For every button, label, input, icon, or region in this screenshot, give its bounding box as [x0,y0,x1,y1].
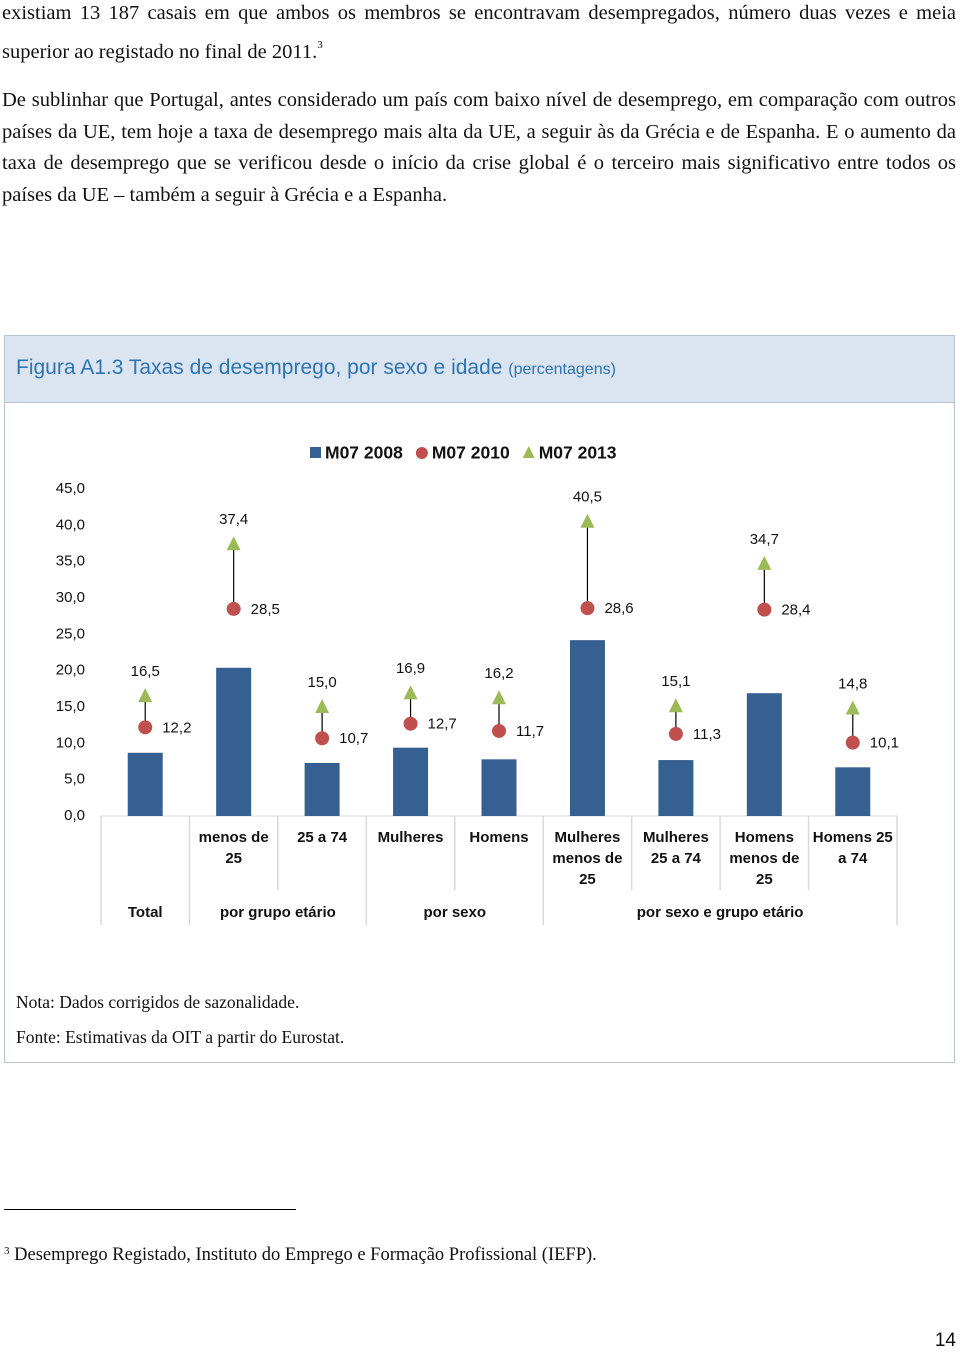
figure-title: Figura A1.3 Taxas de desemprego, por sex… [16,356,616,380]
point [492,723,506,738]
paragraph: De sublinhar que Portugal, antes conside… [2,85,956,211]
legend-swatch [415,447,428,459]
point [757,555,772,570]
data-label: 14,8 [838,675,867,692]
y-tick-label: 25,0 [56,625,85,642]
footnote-ref: 3 [317,38,323,51]
data-label: 11,7 [516,723,544,740]
point [757,602,772,617]
bar [216,667,252,816]
bar [304,762,340,816]
data-label: 28,4 [781,602,810,619]
point [580,601,595,616]
data-label: 11,3 [693,726,721,743]
y-tick-label: 45,0 [56,480,85,497]
legend-swatch [310,447,321,458]
x-tick-label: Mulheres [377,829,444,846]
legend-label: M07 2010 [432,443,510,463]
bar [746,693,782,816]
x-tick-label: Homens [469,829,529,846]
group-label: por grupo etário [220,904,336,921]
data-label: 12,7 [428,716,457,733]
data-label: 12,2 [162,719,191,736]
figure-label: Figura A1.3 [16,356,124,379]
note: Fonte: Estimativas da OIT a partir do Eu… [16,1027,345,1047]
x-tick-label: Homens 25 a 74 [812,829,893,867]
data-label: 15,0 [308,674,337,691]
group-label: por sexo e grupo etário [637,904,804,921]
page-number: 14 [934,1330,956,1351]
data-label: 28,5 [251,601,280,618]
bar [835,767,871,816]
data-label: 28,6 [604,600,633,617]
y-tick-label: 0,0 [64,807,85,824]
y-tick-label: 5,0 [64,771,85,788]
x-tick-label: Homens menos de 25 [729,829,800,888]
legend-label: M07 2013 [539,443,617,463]
point [226,601,241,616]
data-label: 40,5 [573,489,602,506]
data-label: 16,5 [131,663,160,680]
point [845,700,860,715]
paragraph: existiam 13 187 casais em que ambos os m… [2,0,956,68]
data-label: 16,2 [484,665,513,682]
point [138,720,153,735]
figure-header: Figura A1.3 Taxas de desemprego, por sex… [5,336,954,403]
figure: Figura A1.3 Taxas de desemprego, por sex… [4,335,955,1063]
y-tick-label: 20,0 [56,662,85,679]
y-tick-label: 10,0 [56,734,85,751]
y-tick-label: 35,0 [56,553,85,570]
paragraph-text: De sublinhar que Portugal, antes conside… [2,89,956,206]
data-label: 34,7 [750,531,779,548]
legend-label: M07 2008 [325,443,403,463]
bar [569,640,605,816]
bar [393,747,429,816]
note: Nota: Dados corrigidos de sazonalidade. [16,992,300,1012]
legend-swatch [522,446,535,458]
footnote-text: Desemprego Registado, Instituto do Empre… [14,1245,597,1265]
point [492,690,506,705]
x-tick-label: Mulheres menos de 25 [552,829,623,888]
data-label: 16,9 [396,660,425,677]
point [226,536,241,551]
point [580,513,595,528]
footnote-rule [4,1209,296,1210]
point [403,716,418,731]
point [315,731,330,746]
y-tick-label: 15,0 [56,698,85,715]
paragraph-text: existiam 13 187 casais em que ambos os m… [2,2,956,63]
y-tick-label: 30,0 [56,589,85,606]
x-tick-label: 25 a 74 [297,829,348,846]
point [845,735,860,750]
group-label: Total [128,904,163,921]
data-label: 15,1 [661,673,690,690]
data-label: 10,7 [339,730,368,747]
footnote-marker: 3 [4,1245,10,1257]
bar [127,752,163,816]
data-label: 10,1 [870,735,899,752]
point [668,698,683,713]
bar [658,760,694,816]
figure-title-text: Taxas de desemprego, por sexo e idade [128,356,503,379]
point [403,685,418,700]
point [668,726,683,741]
group-label: por sexo [424,904,487,921]
footnote: 3 Desemprego Registado, Instituto do Emp… [4,1245,597,1266]
figure-unit: (percentagens) [508,361,616,378]
bar [481,759,517,816]
x-tick-label: menos de 25 [198,829,269,867]
point [138,688,153,703]
y-tick-label: 40,0 [56,516,85,533]
x-tick-label: Mulheres 25 a 74 [642,829,709,867]
point [315,699,330,713]
data-label: 37,4 [219,511,248,528]
